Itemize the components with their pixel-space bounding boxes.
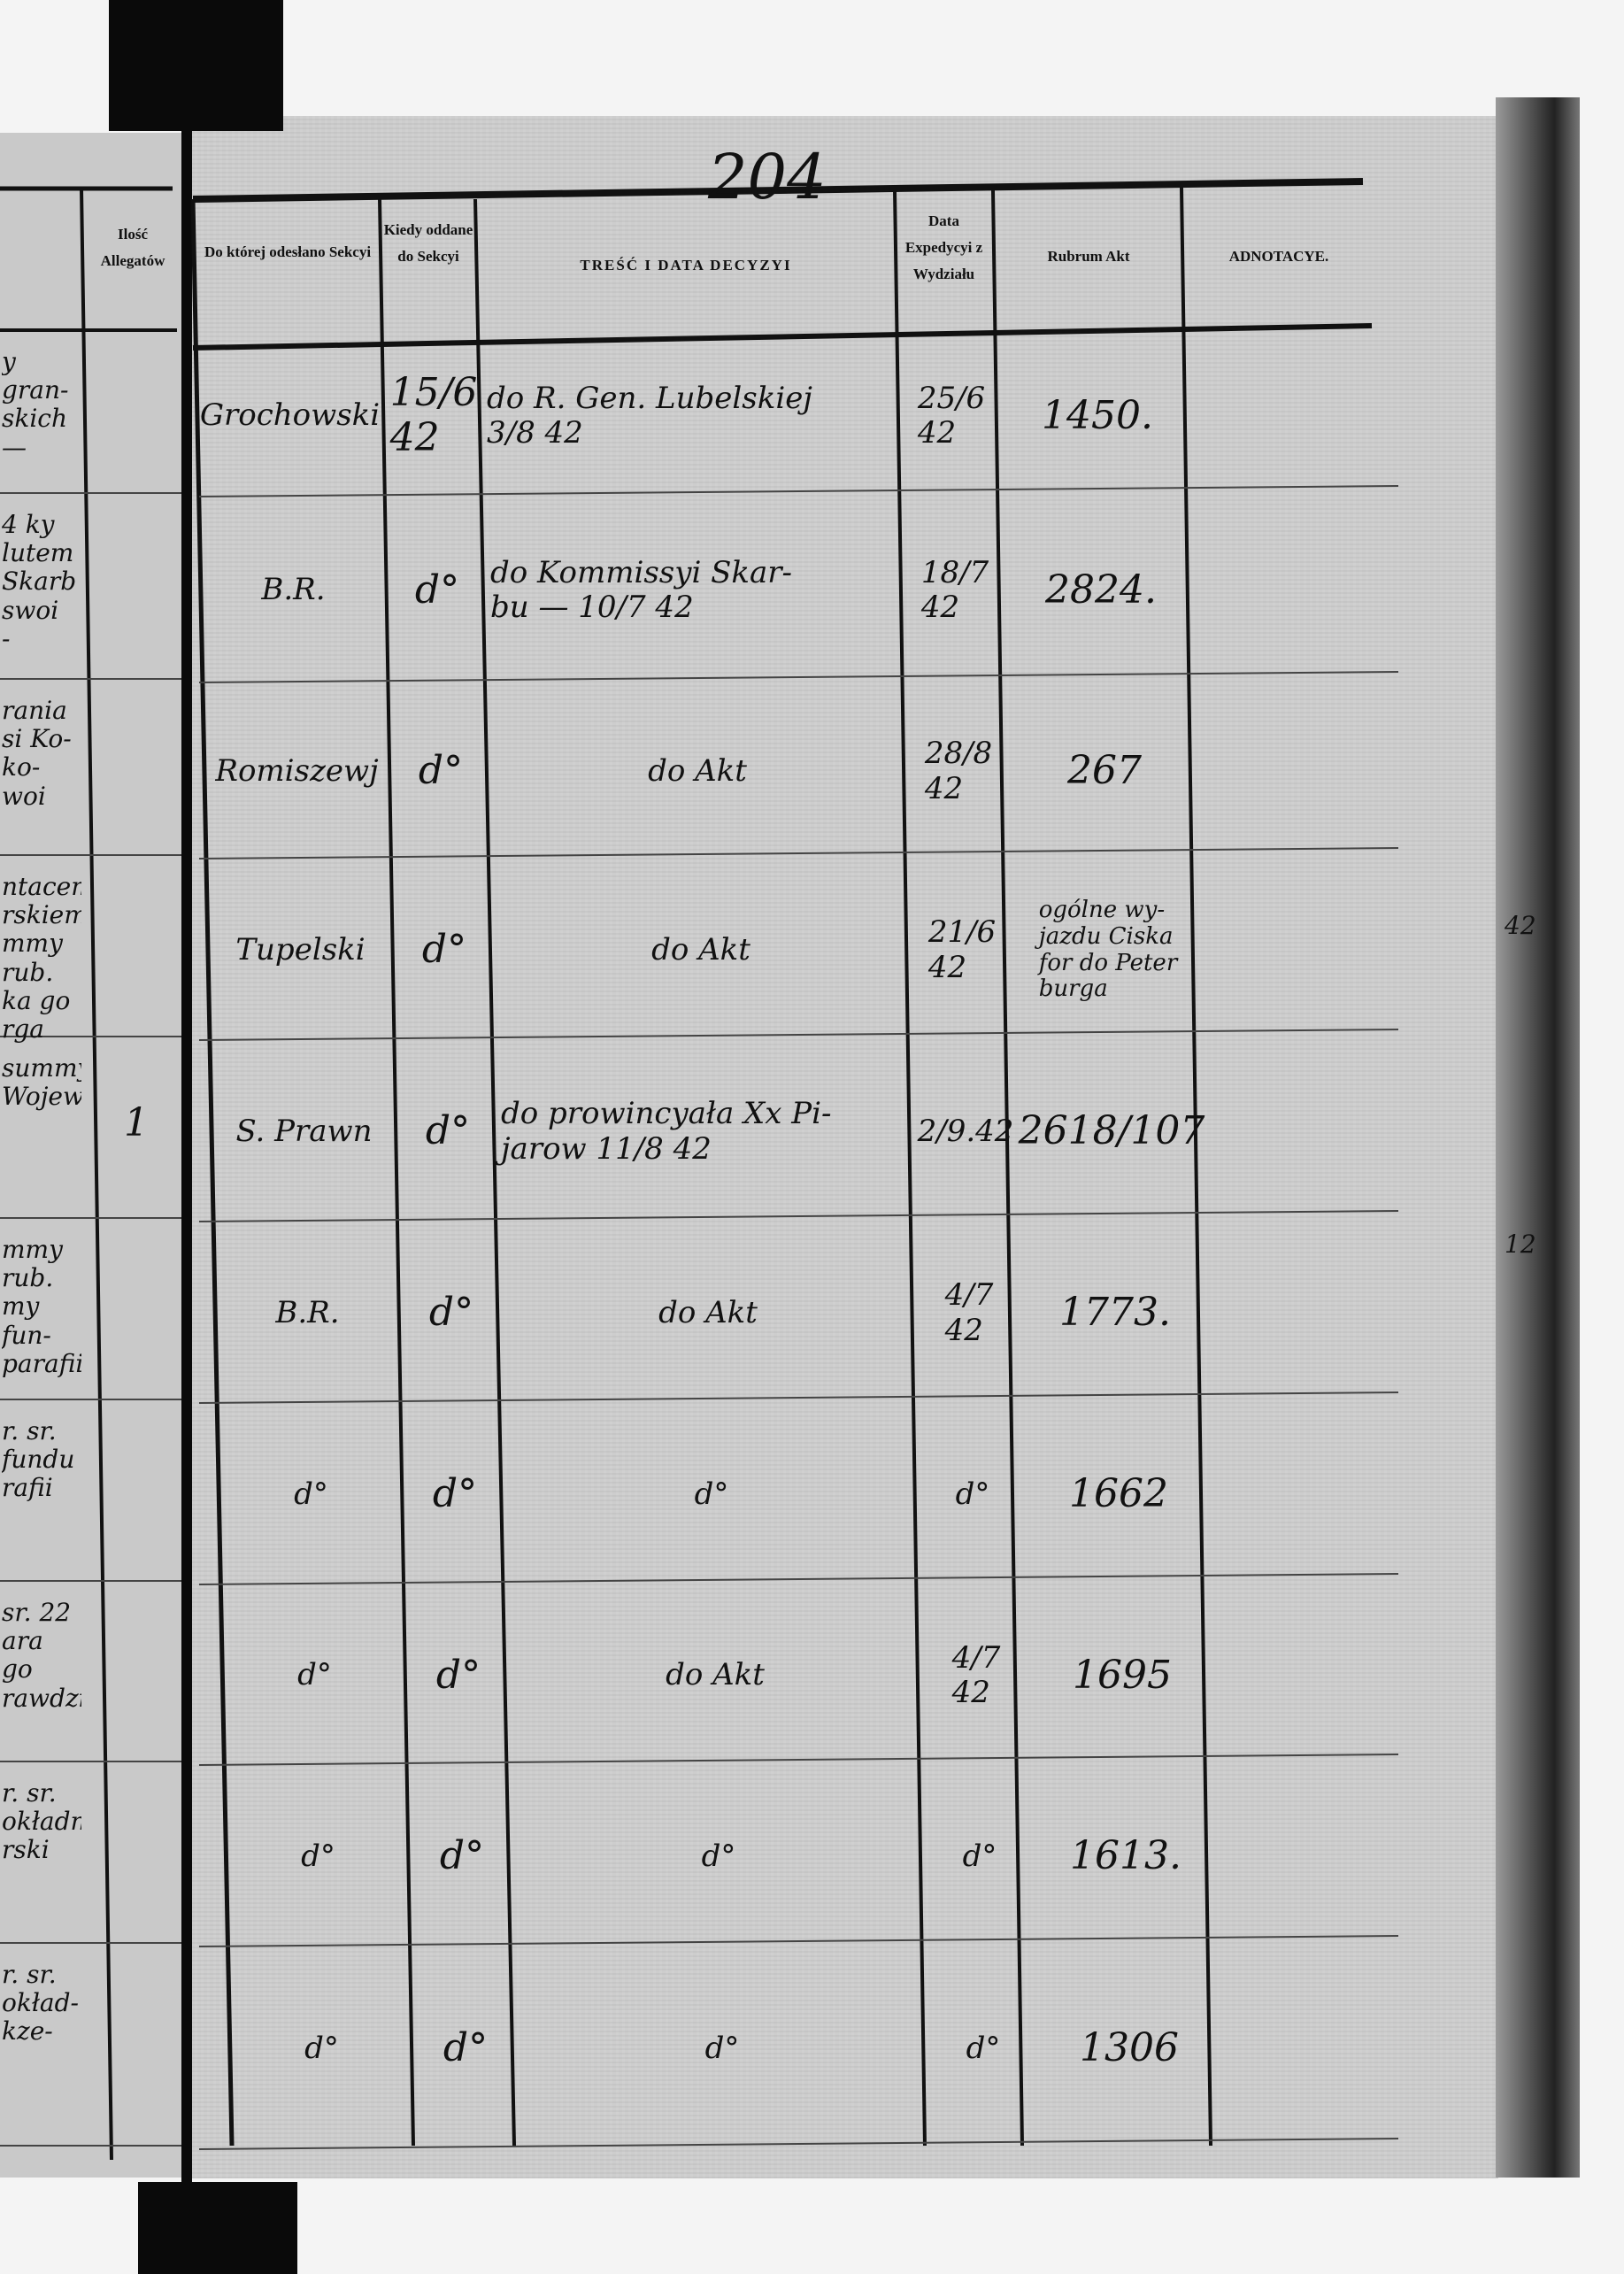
left-page-fragment: sr. 22 ara go rawdzie xyxy=(2,1599,81,1713)
page-number: 204 xyxy=(708,141,827,213)
cell-data: 21/6 42 xyxy=(927,914,997,985)
cell-sekcja: Tupelski xyxy=(235,931,366,967)
left-page-fragment: mmy rub. my fun- parafii xyxy=(2,1236,81,1378)
cell-sekcja: d° xyxy=(294,1476,328,1512)
left-page-fragment: r. sr. okład- kze- xyxy=(2,1961,79,2047)
cell-tresc: do prowincyała Xx Pi- jarow 11/8 42 xyxy=(501,1096,832,1167)
cell-adnotacye xyxy=(1204,348,1372,484)
register-page xyxy=(189,116,1498,2178)
row-rule xyxy=(198,1573,1399,1585)
cell-data: 18/7 42 xyxy=(920,554,989,625)
cell-tresc: do Akt xyxy=(648,752,747,789)
cell-sekcja: S. Prawn xyxy=(235,1113,373,1149)
row-rule xyxy=(198,1391,1399,1404)
cell-tresc: do Akt xyxy=(666,1657,765,1693)
cell-rubrum: 1306 xyxy=(1080,2025,1179,2071)
cell-adnotacye xyxy=(1228,1599,1397,1753)
cell-adnotacye xyxy=(1207,511,1375,670)
cell-data: d° xyxy=(955,1476,990,1512)
cell-tresc: d° xyxy=(701,1838,736,1874)
row-rule xyxy=(198,1935,1399,1947)
cell-data: 4/7 42 xyxy=(951,1639,1001,1710)
left-page-fragment: y gran- skich — xyxy=(2,348,69,462)
cell-sekcja: B.R. xyxy=(275,1294,340,1330)
row-rule xyxy=(198,847,1399,859)
left-page-fragment: 4 ky lutem Skarb swoi - xyxy=(2,511,77,653)
cell-tresc: do Akt xyxy=(658,1294,758,1330)
cell-adnotacye xyxy=(1235,1961,1404,2137)
row-rule xyxy=(198,1210,1399,1222)
header-kiedy: Kiedy oddane do Sekcyi xyxy=(383,221,473,265)
cell-data: d° xyxy=(966,2030,1001,2066)
header-data-expedycyi: Data Expedycyi z Wydziału xyxy=(904,212,983,282)
row-rule xyxy=(198,671,1399,683)
cell-data: 28/8 42 xyxy=(924,736,993,806)
cell-rubrum: 1695 xyxy=(1073,1652,1172,1698)
left-page-fragment: rania si Ko- ko- woi xyxy=(2,697,72,811)
cell-sekcja: Grochowski xyxy=(199,397,381,434)
cell-sekcja: B.R. xyxy=(261,572,326,608)
cell-tresc: d° xyxy=(704,2030,740,2066)
cell-tresc: do Kommissyi Skar- bu — 10/7 42 xyxy=(490,554,793,625)
header-adnotacye: ADNOTACYE. xyxy=(1228,248,1329,265)
cell-kiedy: d° xyxy=(414,567,460,613)
cell-tresc: do R. Gen. Lubelskiej 3/8 42 xyxy=(487,380,812,451)
left-page-allegaty: 1 xyxy=(124,1099,149,1145)
margin-note: 42 xyxy=(1505,911,1536,940)
binding-gutter xyxy=(181,131,192,2185)
cell-kiedy: d° xyxy=(439,1833,485,1879)
cell-adnotacye xyxy=(1232,1779,1400,1934)
cell-sekcja: Romiszewj xyxy=(215,752,379,789)
cell-tresc: d° xyxy=(694,1476,729,1512)
binding-strip-bottom xyxy=(138,2182,297,2274)
cell-adnotacye xyxy=(1214,873,1382,1028)
cell-rubrum: ogólne wy- jazdu Ciska for do Peter burg… xyxy=(1038,896,1178,1003)
cell-rubrum: 1662 xyxy=(1069,1471,1168,1517)
left-page-fragment: summy Wojewódz xyxy=(2,1054,81,1112)
cell-sekcja: d° xyxy=(304,2030,339,2066)
cell-rubrum: 1450. xyxy=(1042,392,1153,438)
cell-kiedy: d° xyxy=(418,748,464,794)
cell-sekcja: d° xyxy=(301,1838,335,1874)
cell-adnotacye xyxy=(1211,697,1379,846)
page-edge-stack xyxy=(1496,97,1580,2178)
cell-adnotacye xyxy=(1221,1236,1389,1391)
header-rubrum: Rubrum Akt xyxy=(1047,248,1130,265)
cell-adnotacye xyxy=(1225,1417,1393,1572)
cell-sekcja: d° xyxy=(297,1657,332,1693)
cell-adnotacye xyxy=(1218,1054,1386,1209)
left-page-fragment: r. sr. fundu rafii xyxy=(2,1417,75,1503)
header-allegaty: Ilość Allegatów xyxy=(100,226,165,269)
cell-rubrum: 267 xyxy=(1067,748,1142,794)
cell-data: 2/9.42 xyxy=(917,1113,1014,1149)
margin-note: 12 xyxy=(1505,1230,1536,1259)
cell-kiedy: d° xyxy=(435,1652,481,1698)
cell-rubrum: 2824. xyxy=(1045,567,1157,613)
cell-data: 4/7 42 xyxy=(944,1277,994,1348)
cell-kiedy: 15/6 42 xyxy=(389,370,478,460)
cell-kiedy: d° xyxy=(425,1108,471,1154)
cell-data: d° xyxy=(962,1838,997,1874)
cell-kiedy: d° xyxy=(443,2025,489,2071)
row-rule xyxy=(198,1754,1399,1766)
cell-kiedy: d° xyxy=(428,1290,474,1336)
row-rule xyxy=(198,485,1399,497)
left-page-fragment: ntacemi rskiemu mmy rub. ka go rga xyxy=(2,873,81,1044)
cell-kiedy: d° xyxy=(421,927,467,973)
cell-rubrum: 1773. xyxy=(1059,1290,1171,1336)
header-tresc: TREŚĆ I DATA DECYZYI xyxy=(580,257,792,274)
cell-data: 25/6 42 xyxy=(917,380,986,451)
cell-rubrum: 2618/107 xyxy=(1018,1108,1205,1154)
cell-rubrum: 1613. xyxy=(1070,1833,1181,1879)
cell-tresc: do Akt xyxy=(651,931,750,967)
row-rule xyxy=(198,2138,1399,2150)
header-sekcja: Do której odesłano Sekcyi xyxy=(204,243,372,260)
left-page-fragment: r. sr. okładne rski xyxy=(2,1779,81,1865)
row-rule xyxy=(198,1029,1399,1041)
cell-kiedy: d° xyxy=(432,1471,478,1517)
binding-strip-top xyxy=(109,0,283,131)
